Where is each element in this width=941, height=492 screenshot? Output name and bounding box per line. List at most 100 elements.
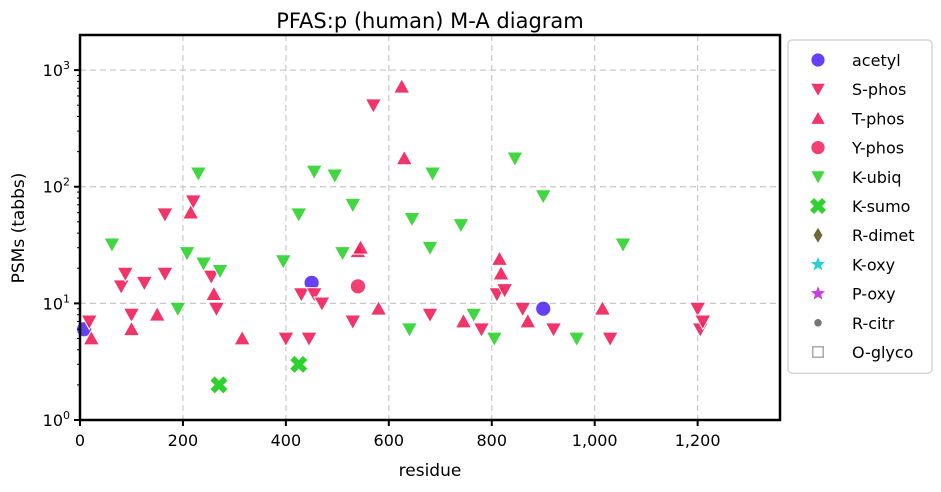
point-S-phos bbox=[601, 331, 619, 348]
legend-marker-T-phos bbox=[809, 109, 827, 125]
point-S-phos bbox=[513, 301, 532, 318]
point-K-ubiq bbox=[168, 301, 187, 318]
legend-marker-Y-phos bbox=[810, 139, 826, 156]
point-K-ubiq bbox=[103, 237, 121, 254]
point-K-ubiq bbox=[305, 164, 324, 181]
x-tick-label: 400 bbox=[271, 431, 302, 450]
data-marks bbox=[76, 77, 712, 394]
legend-label: T-phos bbox=[851, 109, 905, 128]
legend-marker-K-oxy bbox=[810, 256, 826, 271]
legend-marker-acetyl bbox=[810, 52, 826, 68]
y-axis-ticks: 100 101 102 103 bbox=[43, 59, 80, 430]
point-S-phos bbox=[80, 314, 99, 331]
point-S-phos bbox=[112, 279, 131, 296]
point-K-ubiq bbox=[452, 218, 470, 235]
point-T-phos bbox=[369, 299, 388, 316]
x-tick-label: 1,000 bbox=[572, 431, 618, 450]
point-T-phos bbox=[82, 329, 101, 346]
point-K-ubiq bbox=[400, 322, 419, 339]
x-tick-label: 1,200 bbox=[675, 431, 721, 450]
point-T-phos bbox=[454, 312, 473, 329]
point-S-phos bbox=[544, 322, 563, 339]
legend-label: S-phos bbox=[852, 80, 906, 99]
point-K-ubiq bbox=[423, 166, 442, 183]
x-tick-label: 600 bbox=[374, 431, 405, 450]
x-axis-ticks: 0 200 400 600 800 1,000 1,200 bbox=[75, 420, 721, 450]
legend-label: Y-phos bbox=[851, 139, 904, 158]
point-S-phos bbox=[207, 301, 226, 318]
plot-frame bbox=[78, 33, 782, 422]
point-acetyl bbox=[535, 300, 552, 317]
point-S-phos bbox=[313, 296, 331, 313]
point-S-phos bbox=[688, 301, 707, 318]
chart-title: PFAS:p (human) M-A diagram bbox=[276, 9, 584, 33]
point-K-ubiq bbox=[567, 331, 586, 348]
legend-marker-K-sumo bbox=[810, 198, 826, 214]
point-K-ubiq bbox=[211, 263, 229, 280]
point-K-ubiq bbox=[189, 166, 208, 183]
legend-marker-S-phos bbox=[809, 82, 827, 98]
grid bbox=[80, 35, 780, 420]
point-K-sumo bbox=[290, 355, 308, 373]
point-K-ubiq bbox=[614, 237, 632, 254]
point-T-phos bbox=[204, 285, 223, 302]
point-K-ubiq bbox=[421, 240, 439, 257]
point-S-phos bbox=[277, 331, 295, 348]
x-tick-label: 800 bbox=[476, 431, 507, 450]
point-S-phos bbox=[421, 307, 439, 324]
point-K-ubiq bbox=[485, 331, 504, 348]
legend-label: K-sumo bbox=[852, 197, 910, 216]
legend-label: O-glyco bbox=[852, 343, 913, 362]
point-S-phos bbox=[300, 331, 318, 348]
point-K-ubiq bbox=[274, 254, 293, 271]
point-K-ubiq bbox=[506, 151, 524, 168]
legend-marker-O-glyco bbox=[812, 346, 824, 358]
point-K-sumo bbox=[210, 376, 228, 394]
y-tick-label: 100 bbox=[43, 409, 70, 430]
legend-label: R-dimet bbox=[852, 226, 915, 245]
point-K-ubiq bbox=[178, 246, 196, 263]
x-tick-label: 200 bbox=[168, 431, 199, 450]
legend: acetyl S-phos T-phos Y-phos K-ubiq K-sumo R-di… bbox=[787, 39, 933, 374]
point-S-phos bbox=[472, 322, 491, 339]
point-T-phos bbox=[148, 305, 167, 322]
y-tick-label: 103 bbox=[43, 59, 70, 80]
point-T-phos bbox=[593, 299, 612, 316]
legend-label: P-oxy bbox=[852, 285, 896, 304]
point-T-phos bbox=[122, 320, 141, 337]
legend-marker-P-oxy bbox=[810, 286, 826, 300]
point-K-ubiq bbox=[325, 168, 344, 185]
point-S-phos bbox=[156, 266, 174, 283]
legend-label: K-ubiq bbox=[852, 168, 901, 187]
point-T-phos bbox=[392, 77, 411, 94]
point-T-phos bbox=[395, 149, 414, 166]
point-K-ubiq bbox=[333, 246, 352, 263]
point-K-ubiq bbox=[534, 189, 553, 206]
point-K-ubiq bbox=[343, 197, 362, 214]
point-T-phos bbox=[518, 312, 537, 329]
point-K-ubiq bbox=[194, 256, 213, 273]
point-T-phos bbox=[181, 203, 200, 220]
point-S-phos bbox=[184, 194, 203, 211]
point-S-phos bbox=[693, 314, 712, 331]
point-Y-phos bbox=[349, 278, 367, 295]
legend-label: R-citr bbox=[852, 314, 895, 333]
point-S-phos bbox=[202, 269, 221, 286]
point-K-ubiq bbox=[403, 211, 421, 228]
point-T-phos bbox=[490, 249, 509, 266]
point-S-phos bbox=[116, 266, 135, 283]
legend-marker-R-citr bbox=[814, 319, 822, 327]
point-S-phos bbox=[292, 287, 311, 304]
x-axis-label: residue bbox=[399, 461, 462, 481]
y-tick-label: 101 bbox=[43, 292, 70, 313]
x-tick-label: 0 bbox=[75, 431, 85, 450]
point-S-phos bbox=[122, 307, 141, 324]
point-S-phos bbox=[343, 314, 362, 331]
point-T-phos bbox=[492, 264, 510, 281]
legend-marker-R-dimet bbox=[813, 227, 823, 243]
point-S-phos bbox=[135, 275, 154, 292]
point-S-phos bbox=[495, 283, 514, 300]
legend-label: K-oxy bbox=[852, 255, 895, 274]
legend-label: acetyl bbox=[852, 51, 901, 70]
